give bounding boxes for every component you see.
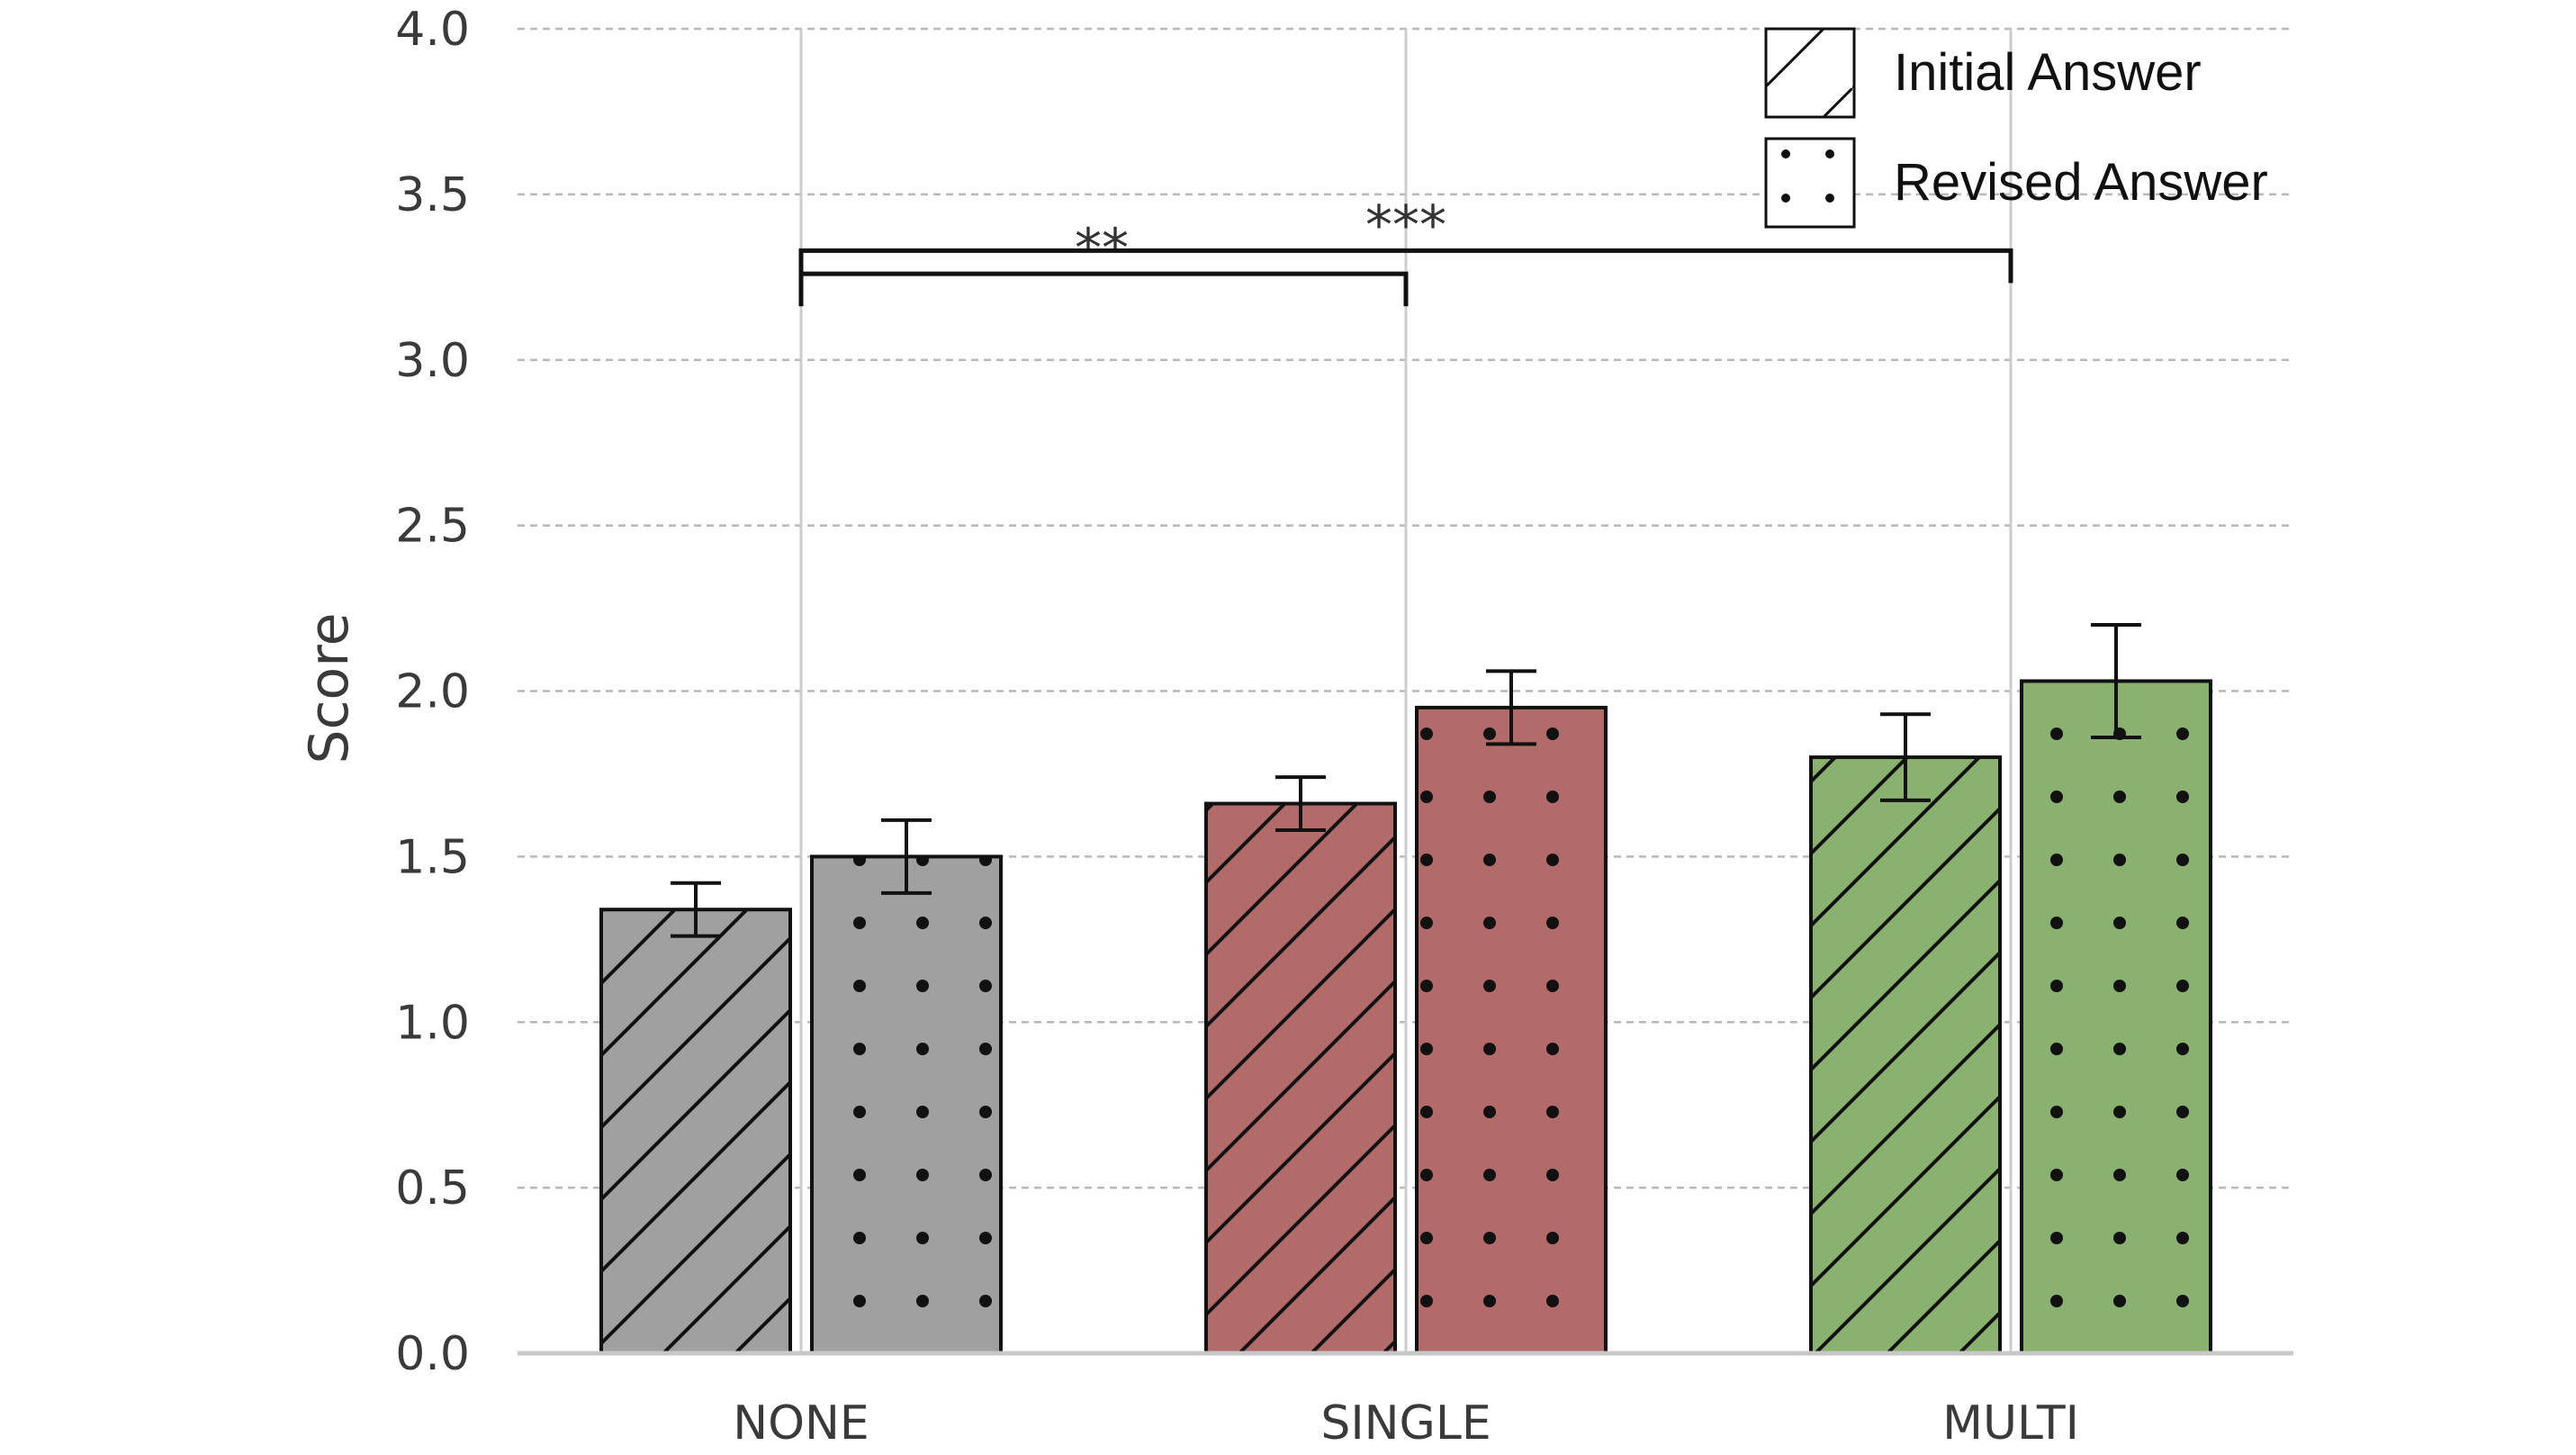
y-tick-label: 2.0 bbox=[395, 665, 470, 719]
significance-bracket bbox=[798, 248, 2013, 284]
legend-swatch-initial-pattern bbox=[1764, 27, 1856, 119]
y-tick-label: 2.5 bbox=[395, 500, 470, 554]
y-tick-label: 1.0 bbox=[395, 996, 470, 1050]
legend: Initial Answer Revised Answer bbox=[1764, 27, 2268, 229]
x-tick-label: MULTI bbox=[1942, 1396, 2079, 1450]
legend-label-initial: Initial Answer bbox=[1894, 43, 2202, 102]
y-tick-label: 3.5 bbox=[395, 168, 470, 222]
bar bbox=[810, 854, 1003, 1355]
y-tick-label: 4.0 bbox=[395, 3, 470, 57]
legend-swatch-revised-pattern bbox=[1766, 139, 1854, 227]
y-tick-label: 3.0 bbox=[395, 334, 470, 388]
y-axis-title: Score bbox=[298, 612, 361, 764]
x-tick-label: SINGLE bbox=[1320, 1396, 1491, 1450]
y-tick-label: 0.0 bbox=[395, 1327, 470, 1381]
y-tick-label: 0.5 bbox=[395, 1161, 470, 1216]
axes-layer: 0.0 0.5 1.0 1.5 2.0 2.5 3.0 3.5 4.0 NONE SINGLE MUL… bbox=[298, 3, 2293, 1450]
legend-swatch-revised-border bbox=[1764, 137, 1856, 229]
bar bbox=[1415, 705, 1608, 1355]
bar bbox=[599, 908, 792, 1356]
x-tick-label: NONE bbox=[733, 1396, 869, 1450]
bar bbox=[1204, 801, 1397, 1355]
y-tick-label: 1.5 bbox=[395, 830, 470, 884]
significance-bracket bbox=[798, 271, 1409, 307]
bar bbox=[2020, 679, 2212, 1355]
significance-label: *** bbox=[1365, 194, 1446, 257]
bar bbox=[1809, 755, 2002, 1355]
bars-layer bbox=[599, 622, 2212, 1356]
legend-label-revised: Revised Answer bbox=[1894, 153, 2268, 212]
significance-layer: ** *** bbox=[798, 194, 2013, 307]
